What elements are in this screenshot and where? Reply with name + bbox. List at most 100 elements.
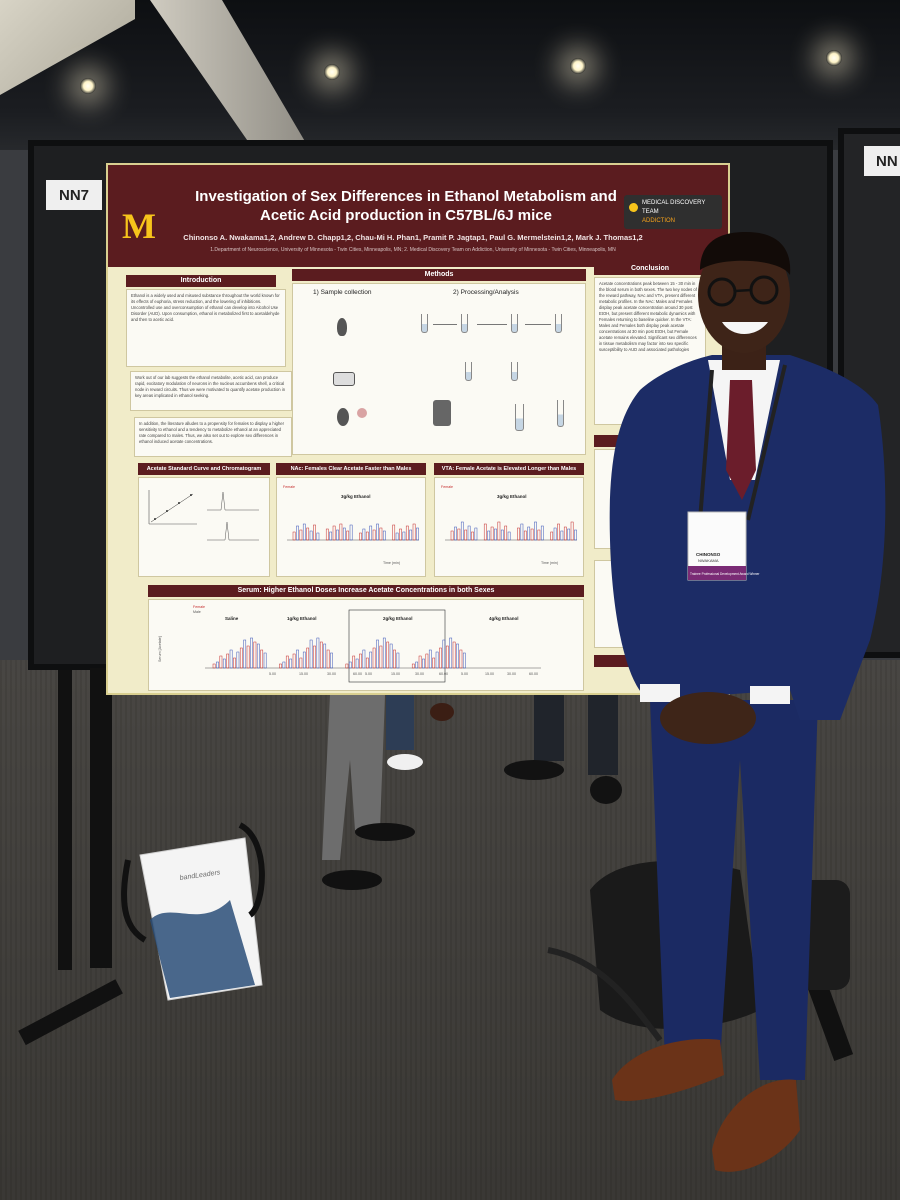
- methods-header: Methods: [292, 269, 586, 281]
- serum-tick-label: 60.00: [529, 672, 538, 676]
- serum-panel-4g: 4g/kg Ethanol: [489, 616, 519, 621]
- poster-bar: [462, 652, 466, 669]
- poster-bar: [309, 639, 313, 669]
- poster-bar: [507, 531, 511, 541]
- presenter-shirt-cuff: [640, 684, 680, 702]
- serum-panel: Female Male Serum [Acetate] Saline 1g/kg…: [148, 599, 584, 691]
- poster-bar: [319, 641, 323, 669]
- arrow-icon: [433, 324, 457, 325]
- ceiling-light: [324, 64, 340, 80]
- vial-icon: [421, 314, 428, 333]
- poster-bar: [348, 661, 352, 669]
- tote-bag-handle: [121, 859, 147, 943]
- nac-bars: [292, 523, 419, 541]
- nac-panel: Female 3g/kg Ethanol Time (min): [276, 477, 426, 577]
- poster-bar: [296, 525, 299, 541]
- serum-ticks: 5.00 15.00 30.00 60.00 5.00 15.00 30.00 60.00 5.…: [269, 672, 538, 676]
- poster-bar: [302, 523, 306, 541]
- poster-bar: [570, 521, 574, 541]
- poster-bar: [445, 645, 449, 669]
- mouse-icon: [337, 318, 347, 336]
- poster-bar: [306, 647, 310, 669]
- poster-bar: [402, 531, 406, 541]
- nac-chart: Female 3g/kg Ethanol Time (min): [283, 485, 419, 565]
- poster-bar: [365, 657, 369, 669]
- poster-bar: [313, 524, 316, 541]
- poster-header: M Investigation of Sex Differences in Et…: [108, 165, 728, 267]
- poster-bar: [517, 527, 520, 541]
- vial-icon: [465, 362, 472, 381]
- poster-bar: [263, 652, 267, 669]
- logo-line-1: MEDICAL DISCOVERY TEAM: [642, 200, 706, 215]
- poster-bar: [563, 526, 567, 541]
- poster-bar: [530, 528, 534, 541]
- vta-time-label: Time (min): [541, 561, 558, 565]
- serum-tick-label: 15.00: [299, 672, 308, 676]
- poster-bar: [260, 649, 264, 669]
- poster-bar: [372, 529, 376, 541]
- poster-bar: [494, 528, 497, 541]
- poster-bar: [330, 652, 333, 669]
- board-leg: [90, 668, 112, 968]
- poster-bar: [349, 524, 353, 541]
- poster-bar: [233, 657, 236, 669]
- ceiling: [0, 0, 900, 160]
- poster-bar: [376, 523, 379, 541]
- acetate-curve-header: Acetate Standard Curve and Chromatogram: [138, 463, 270, 475]
- nac-legend-female: Female: [283, 485, 295, 489]
- visitor-shoe: [355, 823, 415, 841]
- poster-bar: [226, 653, 230, 669]
- poster-bar: [299, 529, 303, 541]
- poster-bar: [253, 641, 257, 669]
- visitor-sneaker: [387, 754, 423, 770]
- poster-bar: [216, 661, 219, 669]
- poster-bar: [540, 525, 544, 541]
- serum-tick-label: 30.00: [507, 672, 516, 676]
- poster-bar: [574, 529, 577, 541]
- poster-bar: [309, 530, 313, 541]
- poster-bar: [439, 647, 442, 669]
- presenter-head: [698, 237, 790, 353]
- arrow-icon: [477, 324, 507, 325]
- poster-bar: [457, 528, 461, 541]
- visitor-shoe: [430, 703, 454, 721]
- serum-legend-female: Female: [193, 605, 205, 609]
- poster-bar: [212, 663, 216, 669]
- poster-bar: [389, 643, 393, 669]
- vta-panel: Female 3g/kg Ethanol Time (min): [434, 477, 584, 577]
- nac-header: NAc: Females Clear Acetate Faster than M…: [276, 463, 426, 475]
- visitor-shoe: [322, 870, 382, 890]
- tote-bag-pattern: [150, 900, 255, 998]
- presenter-left-shoe: [612, 1039, 724, 1101]
- poster-bar: [313, 645, 316, 669]
- poster-bar: [329, 531, 333, 541]
- poster-bar: [369, 525, 373, 541]
- poster-bar: [359, 653, 362, 669]
- poster-bar: [435, 651, 439, 669]
- neighbor-board-number-sign: NN: [864, 146, 900, 176]
- poster-bar: [250, 637, 253, 669]
- poster-bar: [342, 527, 346, 541]
- poster-bar: [379, 645, 383, 669]
- poster-bar: [346, 530, 350, 541]
- serum-tick-label: 30.00: [327, 672, 336, 676]
- poster-bar: [432, 657, 436, 669]
- poster-affiliations: 1.Department of Neuroscience, University…: [210, 247, 616, 253]
- chromatogram-plot: [207, 491, 259, 541]
- poster-bar: [256, 643, 260, 669]
- logo-line-2: ADDICTION: [642, 218, 675, 224]
- methods-sample-collection: 1) Sample collection: [313, 289, 372, 296]
- vta-panel-title: 3g/kg Ethanol: [497, 494, 527, 499]
- presenter-right-shoe: [712, 1079, 800, 1172]
- poster-bar: [557, 523, 560, 541]
- poster-bar: [382, 530, 386, 541]
- conclusion-header: Conclusion: [594, 263, 706, 275]
- gas-chromatograph-icon: [433, 400, 451, 426]
- poster-bar: [239, 647, 243, 669]
- serum-tick-label: 5.00: [461, 672, 468, 676]
- poster-bar: [471, 531, 474, 541]
- intro-paragraph-2: Work out of our lab suggests the ethanol…: [135, 375, 286, 398]
- poster-bar: [428, 649, 432, 669]
- poster-bar: [487, 530, 491, 541]
